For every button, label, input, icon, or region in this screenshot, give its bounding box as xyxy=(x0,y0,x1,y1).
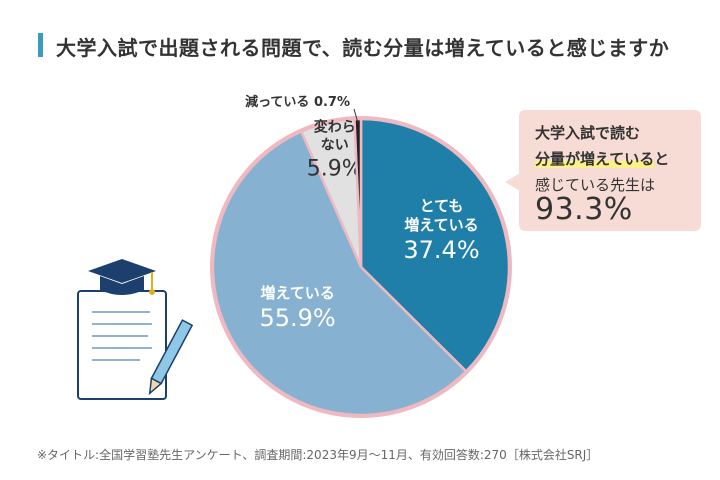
pie-slice-4 xyxy=(353,117,363,268)
callout-line-3: 感じている先生は xyxy=(535,176,656,194)
footnote: ※タイトル:全国学習塾先生アンケート、調査期間:2023年9月～11月、有効回答… xyxy=(37,448,599,462)
callout-line-2-rest: と xyxy=(654,150,670,168)
slice-value-2: 55.9% xyxy=(259,304,335,332)
slice-label-3-line-2: ない xyxy=(321,138,349,154)
summary-callout: 大学入試で読む 分量が増えていると 感じている先生は 93.3% xyxy=(519,110,701,231)
slice-label-4-external: 減っている 0.7% xyxy=(245,94,350,110)
document-icon xyxy=(77,290,167,400)
callout-pointer xyxy=(505,173,520,191)
pencil-icon xyxy=(148,319,194,396)
graduation-cap-icon xyxy=(88,259,156,295)
slice-label-1-line-2: 増えている xyxy=(404,216,478,234)
slice-value-1: 37.4% xyxy=(403,236,479,264)
pie-slice-2 xyxy=(211,129,468,417)
callout-line-1: 大学入試で読む xyxy=(535,124,641,142)
page-title: 大学入試で出題される問題で、読む分量は増えていると感じますか xyxy=(56,36,670,60)
slice-label-3-line-1: 変わら xyxy=(314,119,356,136)
callout-value: 93.3% xyxy=(535,192,633,227)
callout-highlight: 分量が増えている xyxy=(535,150,655,168)
callout-line-2: 分量が増えていると xyxy=(535,148,669,169)
slice-value-3: 5.9% xyxy=(307,157,363,182)
slice-label-2-line-1: 増えている xyxy=(260,284,334,302)
slice-label-1-line-1: とても xyxy=(420,197,464,215)
small-slice-leader-line xyxy=(353,108,359,124)
title-accent-bar xyxy=(38,33,43,57)
pie-slice-1 xyxy=(359,117,511,374)
